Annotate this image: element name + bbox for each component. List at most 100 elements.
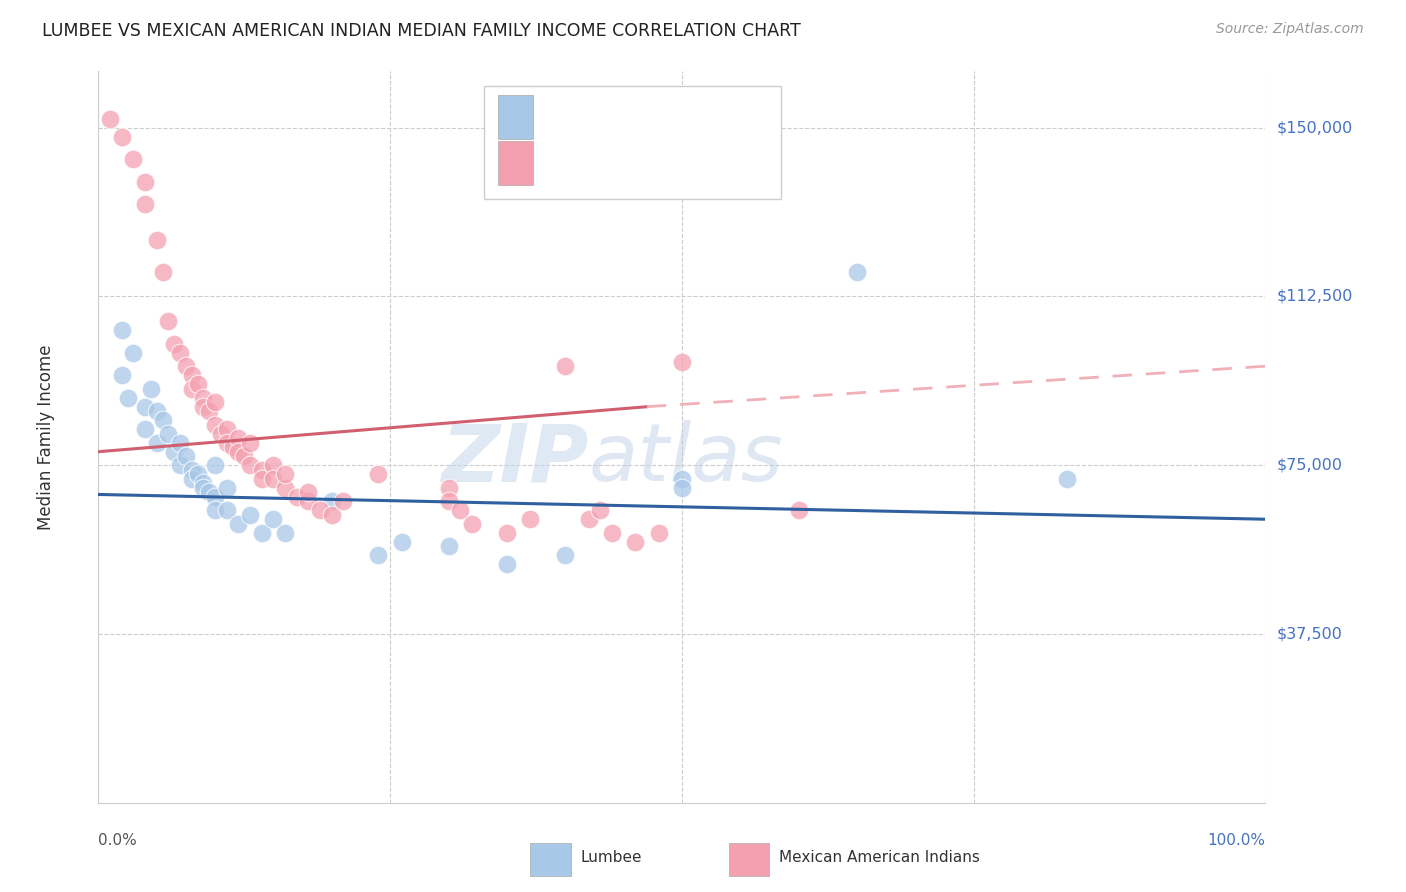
Point [391, 534, 413, 549]
Point [215, 422, 238, 436]
Point [187, 467, 209, 482]
Point [846, 265, 869, 279]
Point [671, 472, 693, 486]
Point [117, 391, 139, 405]
Point [228, 516, 250, 531]
Point [554, 548, 576, 562]
Point [193, 391, 215, 405]
Text: 55: 55 [723, 155, 745, 170]
Point [111, 323, 134, 337]
Point [367, 467, 389, 482]
Point [496, 558, 519, 572]
Point [169, 345, 191, 359]
Point [111, 368, 134, 383]
Point [98, 112, 121, 126]
Point [163, 444, 186, 458]
Point [215, 435, 238, 450]
Text: atlas: atlas [589, 420, 783, 498]
Point [332, 494, 354, 508]
Point [180, 382, 202, 396]
Point [262, 472, 284, 486]
Text: N =: N = [672, 155, 709, 170]
Point [198, 404, 221, 418]
Text: $75,000: $75,000 [1277, 458, 1343, 473]
Point [274, 525, 297, 540]
Point [228, 444, 250, 458]
Point [209, 426, 232, 441]
FancyBboxPatch shape [728, 843, 769, 876]
Text: N =: N = [672, 109, 709, 124]
FancyBboxPatch shape [498, 95, 533, 138]
Text: 0.078: 0.078 [606, 155, 657, 170]
Point [228, 431, 250, 445]
Point [215, 503, 238, 517]
Text: ZIP: ZIP [441, 420, 589, 498]
Point [204, 395, 226, 409]
Text: Median Family Income: Median Family Income [37, 344, 55, 530]
Point [146, 233, 169, 247]
Point [146, 435, 169, 450]
Point [152, 413, 174, 427]
Point [134, 175, 156, 189]
Text: Mexican American Indians: Mexican American Indians [779, 850, 980, 865]
Point [146, 404, 169, 418]
Text: -0.044: -0.044 [600, 109, 658, 124]
Point [519, 512, 541, 526]
Point [139, 382, 162, 396]
Point [215, 481, 238, 495]
Point [578, 512, 600, 526]
Point [169, 435, 191, 450]
Point [204, 458, 226, 473]
Point [262, 458, 284, 473]
Point [239, 458, 262, 473]
FancyBboxPatch shape [530, 843, 571, 876]
Point [461, 516, 484, 531]
Point [589, 503, 612, 517]
Point [367, 548, 389, 562]
Point [285, 490, 308, 504]
Point [250, 525, 273, 540]
FancyBboxPatch shape [484, 86, 782, 200]
Point [787, 503, 810, 517]
FancyBboxPatch shape [498, 141, 533, 185]
Point [174, 449, 197, 463]
Text: 100.0%: 100.0% [1208, 833, 1265, 848]
Point [180, 472, 202, 486]
Point [134, 197, 156, 211]
Point [187, 377, 209, 392]
Text: $112,500: $112,500 [1277, 289, 1353, 304]
Point [233, 449, 256, 463]
Point [671, 481, 693, 495]
Point [152, 265, 174, 279]
Point [163, 336, 186, 351]
Point [437, 481, 460, 495]
Point [250, 463, 273, 477]
Point [671, 354, 693, 368]
Point [111, 129, 134, 144]
Point [309, 503, 332, 517]
Point [193, 476, 215, 491]
Point [321, 508, 343, 522]
Point [496, 525, 519, 540]
Point [193, 400, 215, 414]
Point [239, 435, 262, 450]
Point [180, 368, 202, 383]
Point [204, 417, 226, 432]
Point [297, 494, 319, 508]
Point [204, 503, 226, 517]
Point [437, 494, 460, 508]
Point [204, 490, 226, 504]
Point [169, 458, 191, 473]
Point [198, 485, 221, 500]
Point [221, 440, 243, 454]
Text: $37,500: $37,500 [1277, 626, 1343, 641]
Point [274, 481, 297, 495]
Point [193, 481, 215, 495]
Text: Lumbee: Lumbee [581, 850, 643, 865]
Point [250, 472, 273, 486]
Point [157, 314, 180, 328]
Point [180, 463, 202, 477]
Point [297, 485, 319, 500]
Point [262, 512, 284, 526]
Point [157, 426, 180, 441]
